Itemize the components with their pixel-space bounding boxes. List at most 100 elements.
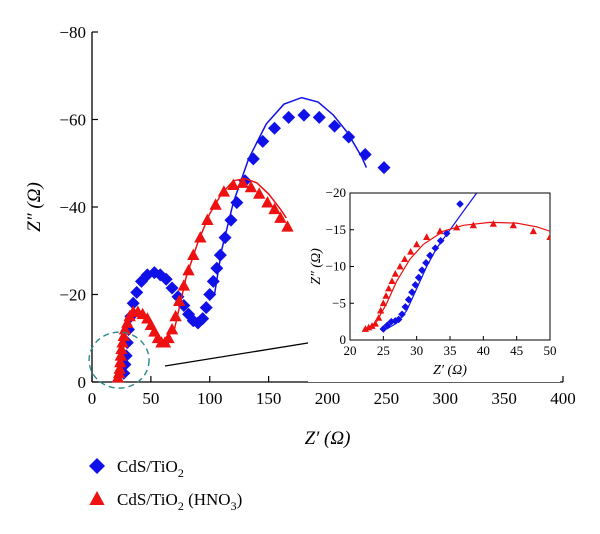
inset-data-point [422,259,430,267]
inset-data-point [371,320,379,327]
data-point [196,312,210,326]
data-point [114,349,128,361]
inset-series [361,193,550,333]
data-point [187,248,200,260]
inset-data-point [489,220,497,227]
inset-data-point [391,317,400,325]
inset-data-point [377,306,385,314]
data-point [342,130,356,144]
inset-data-point [407,248,415,255]
inset-data-point [453,223,461,231]
x-tick-label: 200 [315,389,341,408]
inset-data-point [379,299,387,307]
x-axis-title: Z′ (Ω) [305,428,351,449]
inset-data-point [379,325,388,333]
inset-data-point [411,281,420,289]
x-tick-label: 150 [256,389,282,408]
y-tick-label: −80 [59,23,86,42]
inset-data-point [529,227,537,235]
legend: CdS/TiO2 CdS/TiO2 (HNO3) [89,457,242,513]
data-point [210,261,224,275]
data-point [213,248,227,262]
legend-marker [89,458,105,474]
data-point [236,176,249,188]
inset-y-tick-label: −5 [332,295,346,310]
inset-data-point [414,273,423,282]
inset-data-point [436,236,445,245]
data-point [121,316,134,328]
zoom-region-circle [88,331,150,389]
inset-data-point [436,227,444,235]
inset-data-point [426,251,434,260]
inset-data-point [388,277,396,285]
inset-data-point [418,266,426,274]
y-axis-title: Z″ (Ω) [24,182,45,232]
data-point [130,285,144,299]
inset-x-tick-label: 25 [377,343,390,358]
data-point [117,329,130,341]
inset-x-tick-label: 40 [477,343,490,358]
data-point [177,279,191,291]
inset-data-point [401,303,410,311]
data-point [203,288,217,301]
legend-label: CdS/TiO2 [117,457,184,480]
x-tick-label: 100 [197,389,223,408]
legend-marker [89,491,105,505]
inset-data-point [375,314,383,321]
data-point [169,309,182,322]
legend-label: CdS/TiO2 (HNO3) [117,490,242,513]
inset-data-point [401,255,409,262]
data-point [282,110,296,124]
x-tick-label: 50 [142,389,159,408]
inset-data-point [413,240,421,248]
data-point [165,323,179,335]
x-tick-label: 350 [491,389,517,408]
inset-y-tick-label: 0 [340,332,347,347]
inset-data-point [423,233,431,240]
inset-fit-line [366,221,550,330]
inset-data-point [391,270,399,277]
inset-data-point [404,295,413,304]
data-point [165,281,179,295]
inset-data-point [469,221,477,229]
data-point [194,231,207,243]
inset-data-point [368,322,376,329]
main-plot: 0 50 100 150 200 250 300 350 4000−20−40−60−80Z′ … [24,23,576,449]
data-point [312,110,326,124]
data-point [113,362,126,374]
inset-data-point [431,244,440,252]
x-tick-label: 300 [433,389,459,408]
inset-data-point [382,292,390,299]
data-point [126,296,140,310]
inset-data-point [509,221,517,229]
data-point [162,331,175,344]
data-point [261,196,274,208]
inset-data-point [408,288,416,297]
data-point [268,202,281,215]
inset-y-tick-label: −15 [326,222,346,237]
x-tick-label: 250 [374,389,400,408]
data-point [116,336,129,348]
data-point [377,161,391,175]
inset-data-point [394,315,403,324]
inset-y-tick-label: −10 [326,259,346,274]
inset-x-tick-label: 35 [444,343,457,358]
data-point [230,196,244,210]
data-point [118,323,132,335]
x-tick-label: 400 [550,389,576,408]
inset-x-tick-label: 30 [410,343,423,358]
inset-y-tick-label: −20 [326,185,346,200]
data-point [253,187,266,199]
data-point [218,231,232,245]
y-tick-label: −40 [59,198,86,217]
inset-data-point [456,200,464,208]
data-point [201,213,214,225]
inset-data-point [398,310,406,319]
data-point [115,342,128,355]
data-point [159,272,173,286]
y-tick-label: −20 [59,286,86,305]
inset-x-axis-title: Z′ (Ω) [433,363,467,378]
data-point [256,134,270,148]
data-point [206,274,220,288]
